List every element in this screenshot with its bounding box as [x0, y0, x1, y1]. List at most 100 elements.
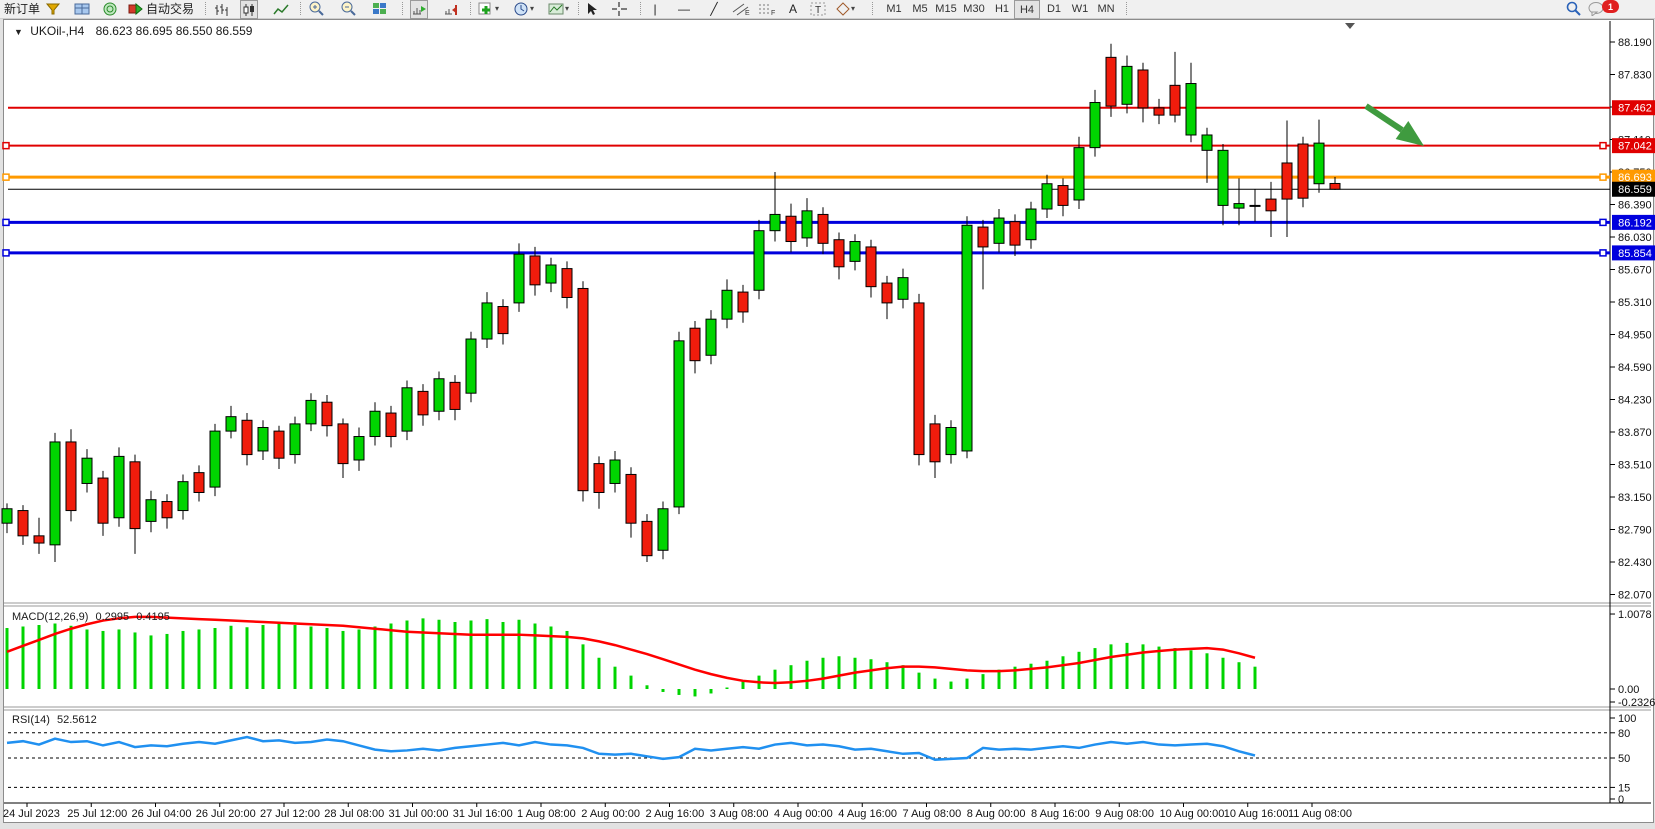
- candle-body: [513, 253, 525, 304]
- candle-body: [1169, 84, 1181, 116]
- timeframe-d1-button[interactable]: D1: [1046, 2, 1062, 15]
- axis-tick-label: 0: [1618, 794, 1624, 806]
- axis-tick-label: 80: [1618, 728, 1630, 740]
- time-label: 25 Jul 12:00: [67, 808, 127, 820]
- candle-body: [17, 510, 29, 537]
- bar-chart-type-button[interactable]: [212, 0, 230, 19]
- equidistant-channel-tool-button[interactable]: E: [732, 0, 750, 17]
- timeframe-h1-button[interactable]: H1: [994, 2, 1010, 15]
- line-handle: [2, 173, 10, 181]
- candle-body: [833, 239, 845, 268]
- trendline-tool-button[interactable]: ╱: [710, 1, 718, 16]
- candle-body: [465, 338, 477, 394]
- timeframe-m30-button[interactable]: M30: [963, 2, 985, 15]
- candle-body: [433, 378, 445, 412]
- collapse-arrow-icon[interactable]: ▼: [14, 27, 23, 37]
- toolbar-grip: [1126, 2, 1127, 15]
- price-badge-label: 87.462: [1618, 103, 1652, 115]
- data-window-icon[interactable]: [74, 0, 90, 17]
- candle-body: [705, 318, 717, 356]
- candle-body: [321, 401, 333, 427]
- price-badge: [1612, 181, 1655, 197]
- candle-body: [113, 455, 125, 519]
- zoom-in-button[interactable]: [308, 0, 324, 17]
- time-label: 31 Jul 16:00: [453, 808, 513, 820]
- time-label: 3 Aug 08:00: [710, 808, 769, 820]
- zoom-out-button[interactable]: [340, 0, 356, 17]
- time-label: 26 Jul 04:00: [132, 808, 192, 820]
- candle-body: [961, 224, 973, 452]
- candle-body: [161, 501, 173, 519]
- candle-body: [1185, 83, 1197, 136]
- timeframe-h4-button[interactable]: H4: [1014, 0, 1040, 19]
- navigator-icon[interactable]: [103, 0, 117, 17]
- time-label: 2 Aug 16:00: [646, 808, 705, 820]
- price-badge: [1612, 169, 1655, 185]
- price-badge-label: 86.192: [1618, 217, 1652, 229]
- time-label: 9 Aug 08:00: [1095, 808, 1154, 820]
- time-label: 8 Aug 00:00: [967, 808, 1026, 820]
- crosshair-tool-button[interactable]: [612, 0, 627, 17]
- candle-body: [33, 535, 45, 544]
- line-chart-type-button[interactable]: [272, 0, 290, 19]
- axis-tick-label: 83.510: [1618, 460, 1652, 472]
- timeframes-button[interactable]: ▾: [514, 0, 534, 17]
- indicators-button[interactable]: ▾: [478, 0, 499, 17]
- candle-body: [177, 481, 189, 512]
- timeframe-mn-button[interactable]: MN: [1097, 2, 1115, 15]
- candle-body: [721, 289, 733, 320]
- price-badge-label: 87.042: [1618, 141, 1652, 153]
- candle-body: [1329, 182, 1341, 190]
- time-label: 7 Aug 08:00: [903, 808, 962, 820]
- toolbar-grip: [640, 2, 641, 15]
- candle-body: [769, 213, 781, 232]
- axis-tick-label: 87.830: [1618, 70, 1652, 82]
- price-badge: [1612, 245, 1655, 261]
- autotrade-button[interactable]: 自动交易: [146, 2, 195, 16]
- vertical-line-tool-button[interactable]: |: [653, 1, 657, 16]
- search-icon[interactable]: [1566, 0, 1581, 17]
- autotrade-icon[interactable]: [128, 0, 143, 17]
- candlestick-chart-type-button[interactable]: [240, 0, 258, 19]
- new-order-button[interactable]: 新订单: [4, 2, 41, 16]
- fibonacci-tool-button[interactable]: F: [758, 0, 776, 17]
- candle-body: [625, 473, 637, 524]
- notification-badge[interactable]: 1: [1602, 0, 1619, 13]
- chat-icon[interactable]: [1588, 0, 1605, 17]
- cursor-tool-button[interactable]: [586, 0, 598, 17]
- price-badge: [1612, 138, 1655, 154]
- market-watch-icon[interactable]: [45, 0, 61, 17]
- toolbar-grip: [578, 2, 579, 15]
- candle-body: [609, 459, 621, 484]
- candle-body: [449, 381, 461, 410]
- candle-body: [1121, 65, 1133, 105]
- candle-body: [817, 213, 829, 244]
- candle-body: [897, 277, 909, 300]
- timeframe-m1-button[interactable]: M1: [886, 2, 902, 15]
- arrows-tool-button[interactable]: ▾: [836, 0, 855, 17]
- candle-body: [65, 441, 77, 512]
- candle-body: [561, 268, 573, 298]
- text-tool-button[interactable]: A: [788, 1, 797, 16]
- rsi-label: RSI(14) 52.5612: [12, 714, 97, 726]
- line-handle: [1599, 173, 1607, 181]
- timeframe-m5-button[interactable]: M5: [912, 2, 928, 15]
- chart-shift-button[interactable]: [442, 0, 460, 19]
- text-label-tool-button[interactable]: T: [810, 0, 826, 17]
- tile-windows-button[interactable]: [372, 0, 387, 17]
- line-handle: [2, 218, 10, 227]
- line-handle: [1599, 249, 1607, 257]
- line-handle: [1599, 218, 1607, 227]
- axis-tick-label: 83.150: [1618, 492, 1652, 504]
- horizontal-line-tool-button[interactable]: —: [678, 1, 690, 16]
- candle-body: [1233, 203, 1245, 209]
- candle-body: [289, 423, 301, 456]
- candle-body: [97, 477, 109, 524]
- timeframe-w1-button[interactable]: W1: [1071, 2, 1089, 15]
- auto-scroll-button[interactable]: [410, 0, 428, 19]
- axis-tick-label: 88.190: [1618, 37, 1652, 49]
- timeframe-m15-button[interactable]: M15: [935, 2, 957, 15]
- templates-button[interactable]: ▾: [548, 0, 569, 17]
- candle-body: [305, 399, 317, 425]
